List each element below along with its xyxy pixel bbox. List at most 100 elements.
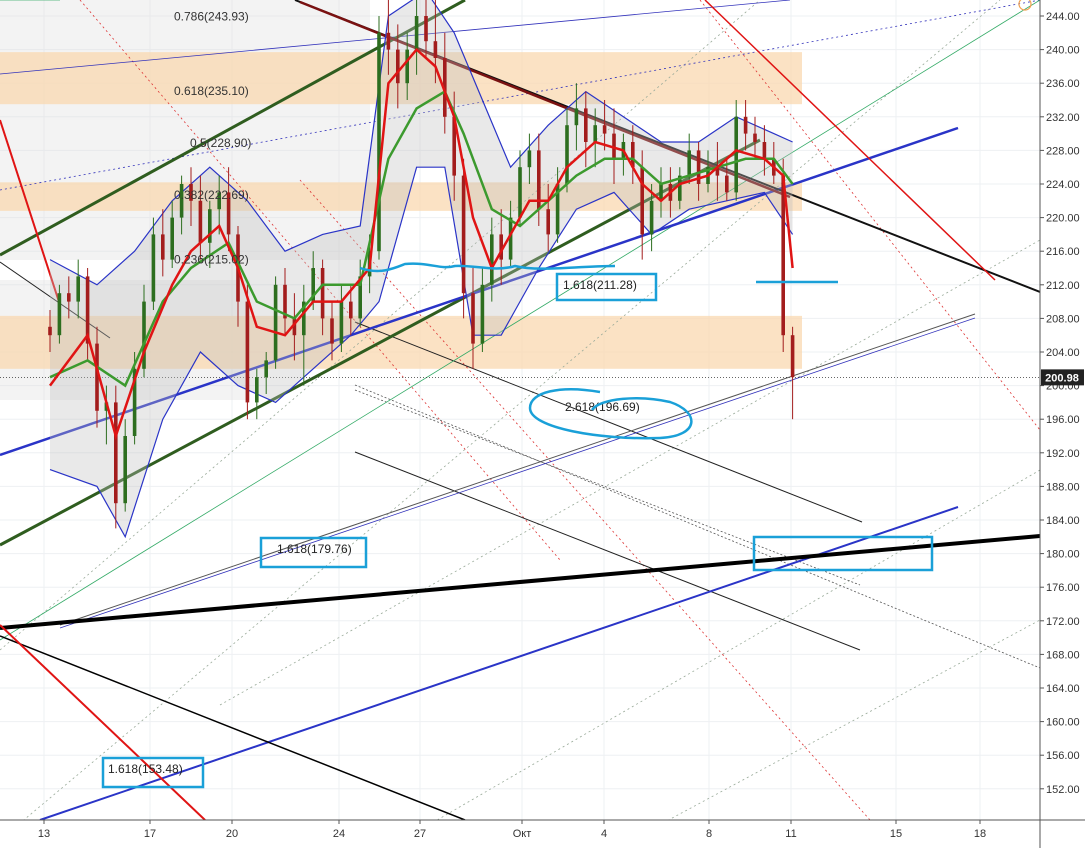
candle-body [161, 234, 165, 260]
fib-level-label: 0.382(222.69) [174, 188, 249, 202]
candle-body [170, 217, 174, 260]
trend-line [0, 261, 111, 339]
x-axis-bg [0, 820, 1085, 848]
candle-body [734, 116, 738, 193]
candle-body [433, 41, 438, 58]
extension-label: 1.618(153.48) [108, 762, 183, 776]
fib-level-label: 0.618(235.10) [174, 84, 249, 98]
y-tick-label: 212.00 [1046, 280, 1080, 292]
candle-body [781, 175, 785, 336]
x-tick-label: 27 [414, 828, 426, 840]
candle-body [142, 301, 146, 369]
candle-body [537, 150, 541, 210]
x-tick-label: 15 [890, 828, 902, 840]
current-price-label: 200.98 [1045, 372, 1079, 384]
fib-zones [0, 0, 802, 400]
x-tick-label: 8 [706, 828, 712, 840]
candle-body [678, 175, 682, 201]
candle-body [283, 284, 287, 319]
trend-line [59, 313, 976, 626]
candle-body [452, 116, 456, 176]
underline-annotation [359, 262, 616, 273]
fib-labels: 0.786(243.93) 0.618(235.10) 0.5(228.90) 0.3… [174, 10, 251, 267]
extension-box [259, 536, 368, 569]
y-tick-label: 156.00 [1046, 750, 1080, 762]
extension-box [101, 756, 205, 789]
candle-body [527, 150, 532, 168]
candle-body [320, 268, 325, 319]
candle-body [386, 32, 391, 50]
candle-body [245, 301, 250, 403]
candle-body [255, 377, 259, 403]
x-tick-label: 17 [144, 828, 156, 840]
extension-box [555, 272, 658, 302]
y-tick-label: 164.00 [1046, 683, 1080, 695]
candle-body [414, 16, 419, 50]
y-tick-label: 172.00 [1046, 616, 1080, 628]
candle-body [490, 234, 494, 285]
moving-average-green [49, 89, 794, 388]
fib-level-label: 0.236(215.02) [174, 252, 249, 266]
trend-line [704, 0, 996, 281]
candle-body [640, 167, 644, 235]
candle-body [461, 175, 466, 294]
moving-average-red [48, 47, 794, 441]
x-tick-label: Окт [513, 828, 532, 840]
y-tick-label: 232.00 [1046, 112, 1080, 124]
candle-body [85, 276, 90, 344]
x-tick-label: 13 [38, 828, 50, 840]
candle-body [508, 217, 513, 260]
target-zone-box [752, 535, 934, 572]
candle-body [57, 293, 62, 336]
candle-body [602, 125, 607, 134]
candle-body [518, 167, 522, 218]
candle-body [67, 293, 71, 302]
candle-body [612, 133, 616, 159]
x-tick-label: 11 [785, 828, 796, 840]
candle-body [546, 209, 550, 235]
candle-body [377, 32, 381, 252]
candle-body [649, 200, 654, 235]
y-tick-label: 184.00 [1046, 515, 1080, 527]
x-tick-label: 4 [601, 828, 607, 840]
candle-body [762, 142, 767, 159]
candle-body [292, 318, 297, 336]
trend-line [0, 534, 1040, 630]
y-tick-label: 220.00 [1046, 213, 1080, 225]
y-tick-label: 244.00 [1046, 11, 1080, 23]
candle-body [753, 133, 757, 142]
logo-icon [1018, 0, 1032, 11]
y-tick-label: 160.00 [1046, 717, 1080, 729]
fib-zone [0, 182, 802, 211]
candle-body [574, 108, 579, 126]
trend-line [39, 506, 959, 820]
candle-body [208, 209, 212, 243]
candle-body [273, 284, 278, 361]
y-tick-label: 180.00 [1046, 549, 1080, 561]
annotations: 1.618(211.28) 2.618(196.69) 1.618(179.76) 1… [101, 0, 1032, 789]
fib-level-label: 0.5(228.90) [190, 136, 251, 150]
y-tick-label: 208.00 [1046, 313, 1080, 325]
extension-label: 1.618(211.28) [563, 278, 637, 292]
candle-body [339, 301, 344, 344]
candle-body [349, 301, 353, 319]
extension-label: 1.618(179.76) [277, 542, 352, 556]
candle-body [264, 360, 268, 378]
candle-body [715, 167, 720, 176]
trend-line [59, 317, 976, 629]
x-tick-label: 24 [333, 828, 345, 840]
candle-body [48, 326, 52, 336]
fib-zone [0, 52, 802, 105]
candle-body [95, 343, 99, 411]
shaded-area [0, 0, 370, 260]
candle-body [226, 192, 231, 235]
candle-body [471, 293, 475, 344]
y-tick-label: 228.00 [1046, 145, 1080, 157]
candle-body [424, 16, 428, 42]
candle-body [76, 276, 80, 302]
y-tick-label: 176.00 [1046, 582, 1080, 594]
y-tick-label: 236.00 [1046, 78, 1080, 90]
trend-line [0, 635, 466, 820]
candles [48, 0, 795, 529]
